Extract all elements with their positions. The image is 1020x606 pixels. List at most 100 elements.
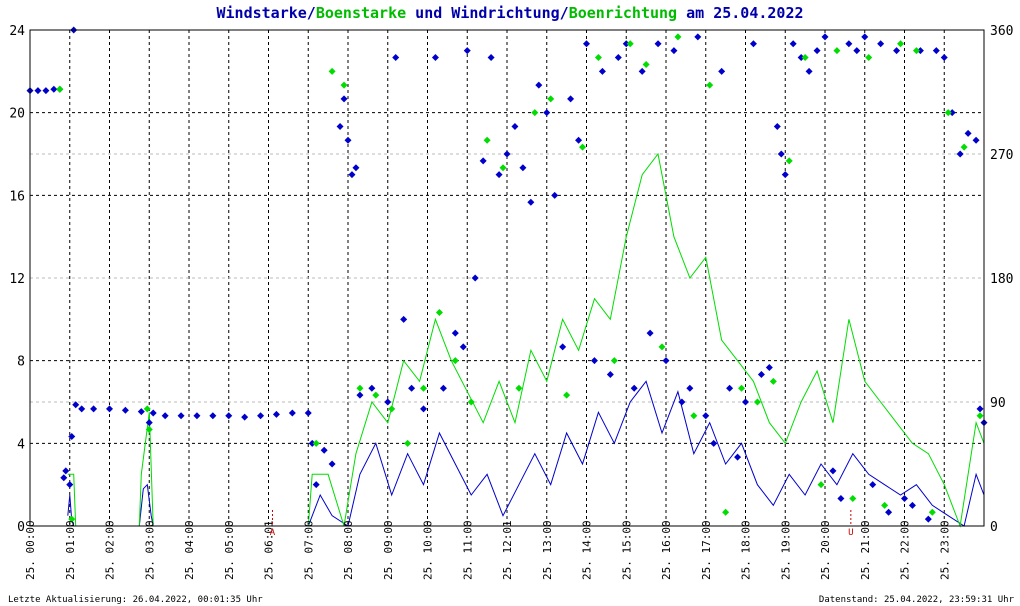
series-point-gust_direction [356,384,364,392]
series-point-gust_direction [563,391,571,399]
series-point-wind_direction [272,410,280,418]
series-point-wind_direction [662,357,670,365]
title-wind: Windstarke [216,4,306,22]
series-point-wind_direction [312,481,320,489]
series-point-wind_direction [340,95,348,103]
series-point-wind_direction [72,401,80,409]
series-point-gust_direction [785,157,793,165]
x-tick-label: 25. 08:00 [342,520,355,580]
plot-frame [29,29,985,527]
series-point-gust_direction [404,439,412,447]
series-point-wind_direction [137,408,145,416]
series-point-gust_direction [435,308,443,316]
series-point-wind_direction [62,467,70,475]
series-point-wind_direction [829,467,837,475]
x-tick-label: 25. 04:00 [183,520,196,580]
series-point-gust_direction [706,81,714,89]
series-point-wind_direction [924,515,932,523]
series-point-wind_direction [869,481,877,489]
x-tick-label: 25. 01:00 [64,520,77,580]
x-tick-label: 25. 20:00 [819,520,832,580]
series-point-gust_direction [547,95,555,103]
series-point-wind_direction [177,412,185,420]
x-tick-label: 25. 16:00 [660,520,673,580]
series-point-gust_direction [340,81,348,89]
series-point-wind_direction [66,481,74,489]
series-point-wind_direction [68,432,76,440]
series-point-gust_direction [944,109,952,117]
x-tick-label: 25. 23:00 [938,520,951,580]
series-point-wind_direction [877,40,885,48]
series-point-wind_direction [916,47,924,55]
series-point-wind_direction [106,405,113,413]
y-right-tick-label: 270 [990,148,1013,163]
series-point-gust_direction [976,412,984,420]
series-point-wind_direction [777,150,785,158]
series-point-wind_direction [392,54,400,62]
event-marker-label: A [270,528,276,538]
series-point-wind_direction [630,384,638,392]
event-marker-label: U [848,528,853,538]
series-point-wind_direction [702,412,710,420]
series-point-gust_direction [531,109,539,117]
y-right-tick-label: 0 [990,520,998,535]
series-point-gust_direction [451,357,459,365]
series-point-wind_direction [567,95,575,103]
series-point-wind_direction [60,474,68,482]
series-point-gust_direction [56,85,64,93]
series-point-gust_direction [594,54,602,62]
footer-data-timestamp: Datenstand: 25.04.2022, 23:59:31 Uhr [819,595,1015,605]
y-right-tick-label: 360 [990,24,1013,39]
series-point-gust_direction [579,143,587,151]
series-point-wind_direction [964,129,972,137]
grid-lines [30,30,984,526]
series-point-wind_direction [789,40,797,48]
title-direction: Windrichtung [451,4,559,22]
footer-last-update: Letzte Aktualisierung: 26.04.2022, 00:01… [8,595,263,605]
title-gust: Boenstarke [316,4,406,22]
series-point-wind_direction [241,413,249,421]
series-point-wind_direction [193,412,201,420]
series-point-wind_direction [320,446,328,454]
series-point-wind_direction [726,384,734,392]
series-point-wind_direction [622,40,630,48]
series-point-wind_direction [908,501,916,509]
series-point-wind_direction [694,33,702,41]
series-point-wind_direction [583,40,590,48]
x-tick-label: 25. 14:00 [581,520,594,580]
series-point-gust_direction [849,494,857,502]
series-point-wind_direction [225,412,233,420]
series-point-wind_direction [749,40,757,48]
series-layer [26,26,988,528]
series-point-wind_direction [42,87,50,95]
y-left-tick-label: 4 [17,437,25,452]
series-point-wind_direction [511,122,519,130]
series-point-gust_direction [753,398,761,406]
y-left-tick-label: 24 [9,24,25,39]
series-point-wind_direction [932,47,940,55]
series-point-wind_direction [121,406,129,414]
series-point-wind_direction [606,370,614,378]
series-point-gust_direction [833,47,841,55]
series-point-wind_direction [495,171,503,179]
series-point-gust_direction [912,47,920,55]
series-point-wind_direction [352,164,360,172]
x-tick-label: 25. 12:01 [501,520,514,580]
series-point-gust_direction [928,508,936,516]
series-point-wind_direction [678,398,686,406]
x-tick-label: 25. 09:00 [382,520,395,580]
series-point-wind_direction [527,198,535,206]
series-point-wind_direction [845,40,853,48]
series-point-wind_direction [837,494,845,502]
x-tick-label: 25. 13:00 [541,520,554,580]
series-point-wind_direction [519,164,527,172]
series-point-wind_direction [50,85,58,93]
x-tick-label: 25. 18:00 [740,520,753,580]
series-point-wind_direction [336,122,344,130]
series-point-gust_direction [499,164,507,172]
series-point-wind_direction [471,274,479,282]
series-point-wind_direction [670,47,678,55]
title-sep1: / [307,4,316,22]
x-tick-label: 25. 21:00 [859,520,872,580]
axes: 25. 00:00 25. 01:00 25. 02:00 25. 03:00 25. … [9,24,1013,580]
